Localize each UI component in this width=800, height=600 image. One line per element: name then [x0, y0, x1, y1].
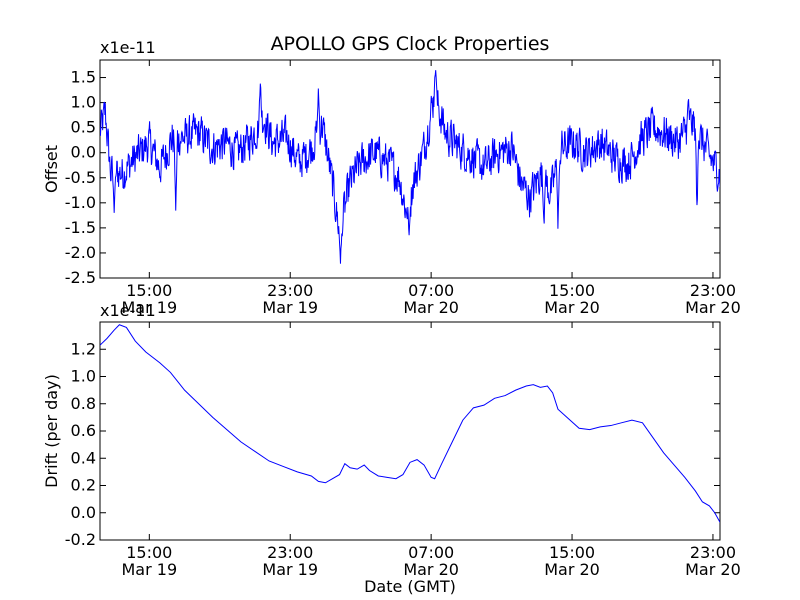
- x-tick-label-time: 07:00: [408, 281, 454, 300]
- x-tick-label-date: Mar 20: [544, 560, 600, 579]
- x-tick-label-time: 15:00: [549, 281, 595, 300]
- offset-y-ticks: -2.5 -2.0 -1.5 -1.0 -0.5 0.0 0.5 1.0 1.5: [65, 68, 720, 287]
- x-tick-label-date: Mar 20: [685, 298, 741, 317]
- offset-y-axis-label: Offset: [42, 145, 61, 193]
- chart-title: APOLLO GPS Clock Properties: [271, 33, 550, 55]
- y-tick-label: -2.0: [65, 243, 96, 262]
- y-tick-label: 0.0: [71, 143, 96, 162]
- x-tick-label-date: Mar 20: [685, 560, 741, 579]
- y-tick-label: 1.0: [71, 93, 96, 112]
- offset-axes: x1e-11 Offset -2.5 -2.0 -1.5 -1.0 -0.5 0.0 0.5…: [42, 38, 741, 317]
- y-tick-label: -1.0: [65, 193, 96, 212]
- x-tick-label-date: Mar 20: [544, 298, 600, 317]
- y-tick-label: -0.2: [65, 530, 96, 549]
- y-tick-label: -0.5: [65, 168, 96, 187]
- drift-y-ticks: -0.2 0.0 0.2 0.4 0.6 0.8 1.0 1.2: [65, 339, 720, 549]
- y-tick-label: 1.5: [71, 68, 96, 87]
- x-tick-label-date: Mar 20: [403, 298, 459, 317]
- y-tick-label: 0.2: [71, 476, 96, 495]
- drift-axes: x1e-11 Drift (per day) Date (GMT) -0.2 0.…: [42, 301, 741, 596]
- y-tick-label: 0.6: [71, 421, 96, 440]
- y-tick-label: 0.0: [71, 503, 96, 522]
- x-tick-label-date: Mar 19: [121, 298, 177, 317]
- y-tick-label: -1.5: [65, 218, 96, 237]
- y-tick-label: -2.5: [65, 268, 96, 287]
- y-tick-label: 1.2: [71, 339, 96, 358]
- y-tick-label: 1.0: [71, 367, 96, 386]
- x-tick-label-time: 15:00: [549, 543, 595, 562]
- x-tick-label-time: 23:00: [690, 281, 736, 300]
- x-tick-label-date: Mar 19: [262, 298, 318, 317]
- y-tick-label: 0.4: [71, 448, 96, 467]
- x-tick-label-time: 15:00: [126, 543, 172, 562]
- x-tick-label-time: 23:00: [267, 281, 313, 300]
- drift-x-axis-label: Date (GMT): [364, 577, 456, 596]
- x-tick-label-time: 15:00: [126, 281, 172, 300]
- x-tick-label-time: 23:00: [267, 543, 313, 562]
- drift-y-axis-label: Drift (per day): [42, 374, 61, 488]
- offset-axes-frame: [99, 59, 721, 279]
- x-tick-label-date: Mar 19: [262, 560, 318, 579]
- drift-scale-text: x1e-11: [100, 301, 156, 320]
- offset-series-line: [100, 70, 720, 264]
- x-tick-label-date: Mar 20: [403, 560, 459, 579]
- y-tick-label: 0.8: [71, 394, 96, 413]
- x-tick-label-date: Mar 19: [121, 560, 177, 579]
- drift-axes-frame: [99, 321, 721, 541]
- y-tick-label: 0.5: [71, 118, 96, 137]
- offset-scale-text: x1e-11: [100, 38, 156, 57]
- drift-series-line: [100, 324, 720, 523]
- x-tick-label-time: 07:00: [408, 543, 454, 562]
- x-tick-label-time: 23:00: [690, 543, 736, 562]
